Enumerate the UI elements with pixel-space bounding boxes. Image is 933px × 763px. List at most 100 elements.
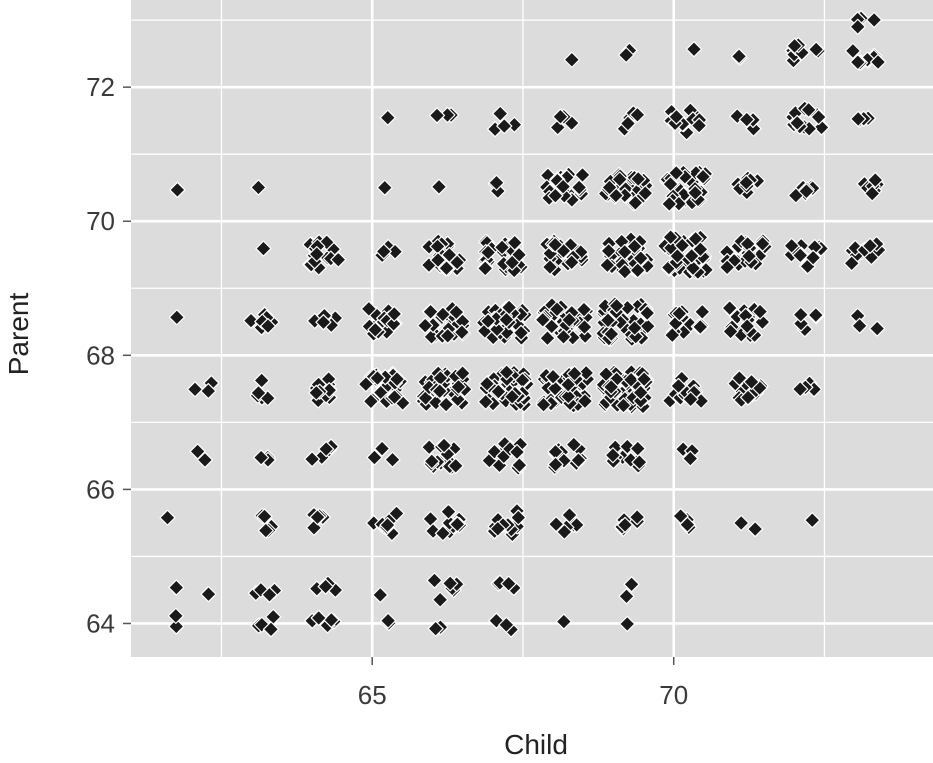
data-point: [454, 365, 471, 382]
data-point: [427, 620, 444, 637]
data-point: [692, 241, 709, 258]
data-point: [242, 312, 260, 329]
data-point: [851, 317, 868, 334]
data-point: [510, 509, 527, 526]
data-point: [615, 397, 632, 414]
data-point: [426, 572, 443, 589]
data-point: [250, 179, 267, 196]
data-point: [541, 258, 559, 276]
data-point: [800, 101, 817, 118]
data-point: [751, 303, 769, 320]
data-point: [367, 321, 384, 338]
data-point: [619, 615, 636, 633]
data-point: [861, 237, 879, 254]
data-point: [807, 306, 824, 324]
data-point: [561, 311, 578, 328]
data-point: [843, 255, 860, 272]
data-point: [721, 299, 738, 317]
data-point: [425, 522, 442, 540]
data-point: [629, 106, 646, 123]
data-point: [565, 436, 582, 453]
data-point: [570, 452, 587, 469]
data-point: [478, 375, 496, 392]
data-point: [869, 53, 887, 71]
data-point: [435, 437, 453, 454]
data-point: [434, 525, 451, 542]
data-point: [261, 586, 278, 603]
data-point: [661, 195, 678, 213]
data-point: [317, 578, 334, 595]
data-point: [168, 579, 185, 596]
data-point: [619, 438, 636, 455]
data-point: [632, 250, 649, 267]
data-point: [722, 323, 739, 340]
data-point: [308, 246, 325, 263]
data-point: [498, 616, 515, 633]
data-point: [560, 388, 577, 405]
data-point: [437, 396, 455, 413]
data-point: [739, 318, 756, 335]
data-point: [488, 321, 506, 338]
data-point: [309, 509, 326, 526]
data-point: [575, 301, 593, 318]
data-point: [439, 327, 456, 344]
y-tick-label: 68: [86, 340, 115, 370]
data-point: [730, 48, 748, 65]
data-point: [318, 441, 335, 458]
data-points: [159, 10, 887, 638]
data-point: [200, 586, 217, 603]
data-point: [669, 247, 686, 265]
data-point: [869, 320, 886, 337]
data-point: [555, 328, 572, 345]
data-point: [694, 303, 711, 320]
data-point: [747, 520, 764, 538]
data-point: [504, 254, 521, 271]
data-point: [489, 182, 506, 200]
data-point: [792, 381, 809, 398]
data-point: [694, 168, 712, 185]
data-point: [303, 451, 321, 468]
data-point: [547, 187, 564, 204]
data-point: [733, 514, 750, 532]
data-point: [662, 176, 679, 193]
data-point: [500, 575, 517, 592]
data-point: [169, 181, 186, 199]
data-point: [305, 519, 323, 536]
data-point: [453, 324, 470, 341]
data-point: [792, 306, 809, 323]
y-tick-label: 72: [86, 72, 115, 102]
data-point: [449, 391, 466, 408]
data-point: [691, 117, 708, 134]
data-point: [310, 609, 327, 627]
data-point: [739, 389, 757, 406]
data-point: [849, 18, 866, 35]
data-point: [315, 314, 332, 331]
data-point: [626, 238, 643, 255]
data-point: [844, 42, 861, 59]
data-point: [506, 234, 523, 251]
data-point: [754, 314, 771, 331]
data-point: [608, 297, 625, 314]
data-point: [578, 364, 595, 381]
data-point: [480, 244, 497, 261]
y-tick-label: 64: [86, 608, 115, 638]
data-point: [804, 512, 821, 529]
data-point: [489, 520, 506, 537]
data-point: [167, 607, 184, 624]
data-point: [504, 388, 521, 405]
data-point: [362, 393, 379, 410]
data-point: [508, 443, 526, 461]
data-point: [492, 105, 509, 122]
data-point: [618, 588, 635, 605]
data-point: [618, 46, 635, 64]
data-point: [257, 522, 274, 539]
data-point: [632, 392, 649, 409]
data-point: [321, 382, 338, 399]
data-point: [556, 523, 573, 540]
data-point: [792, 315, 810, 332]
data-point: [159, 509, 176, 526]
data-point: [629, 262, 646, 279]
data-point: [386, 243, 404, 260]
data-point: [386, 388, 403, 406]
